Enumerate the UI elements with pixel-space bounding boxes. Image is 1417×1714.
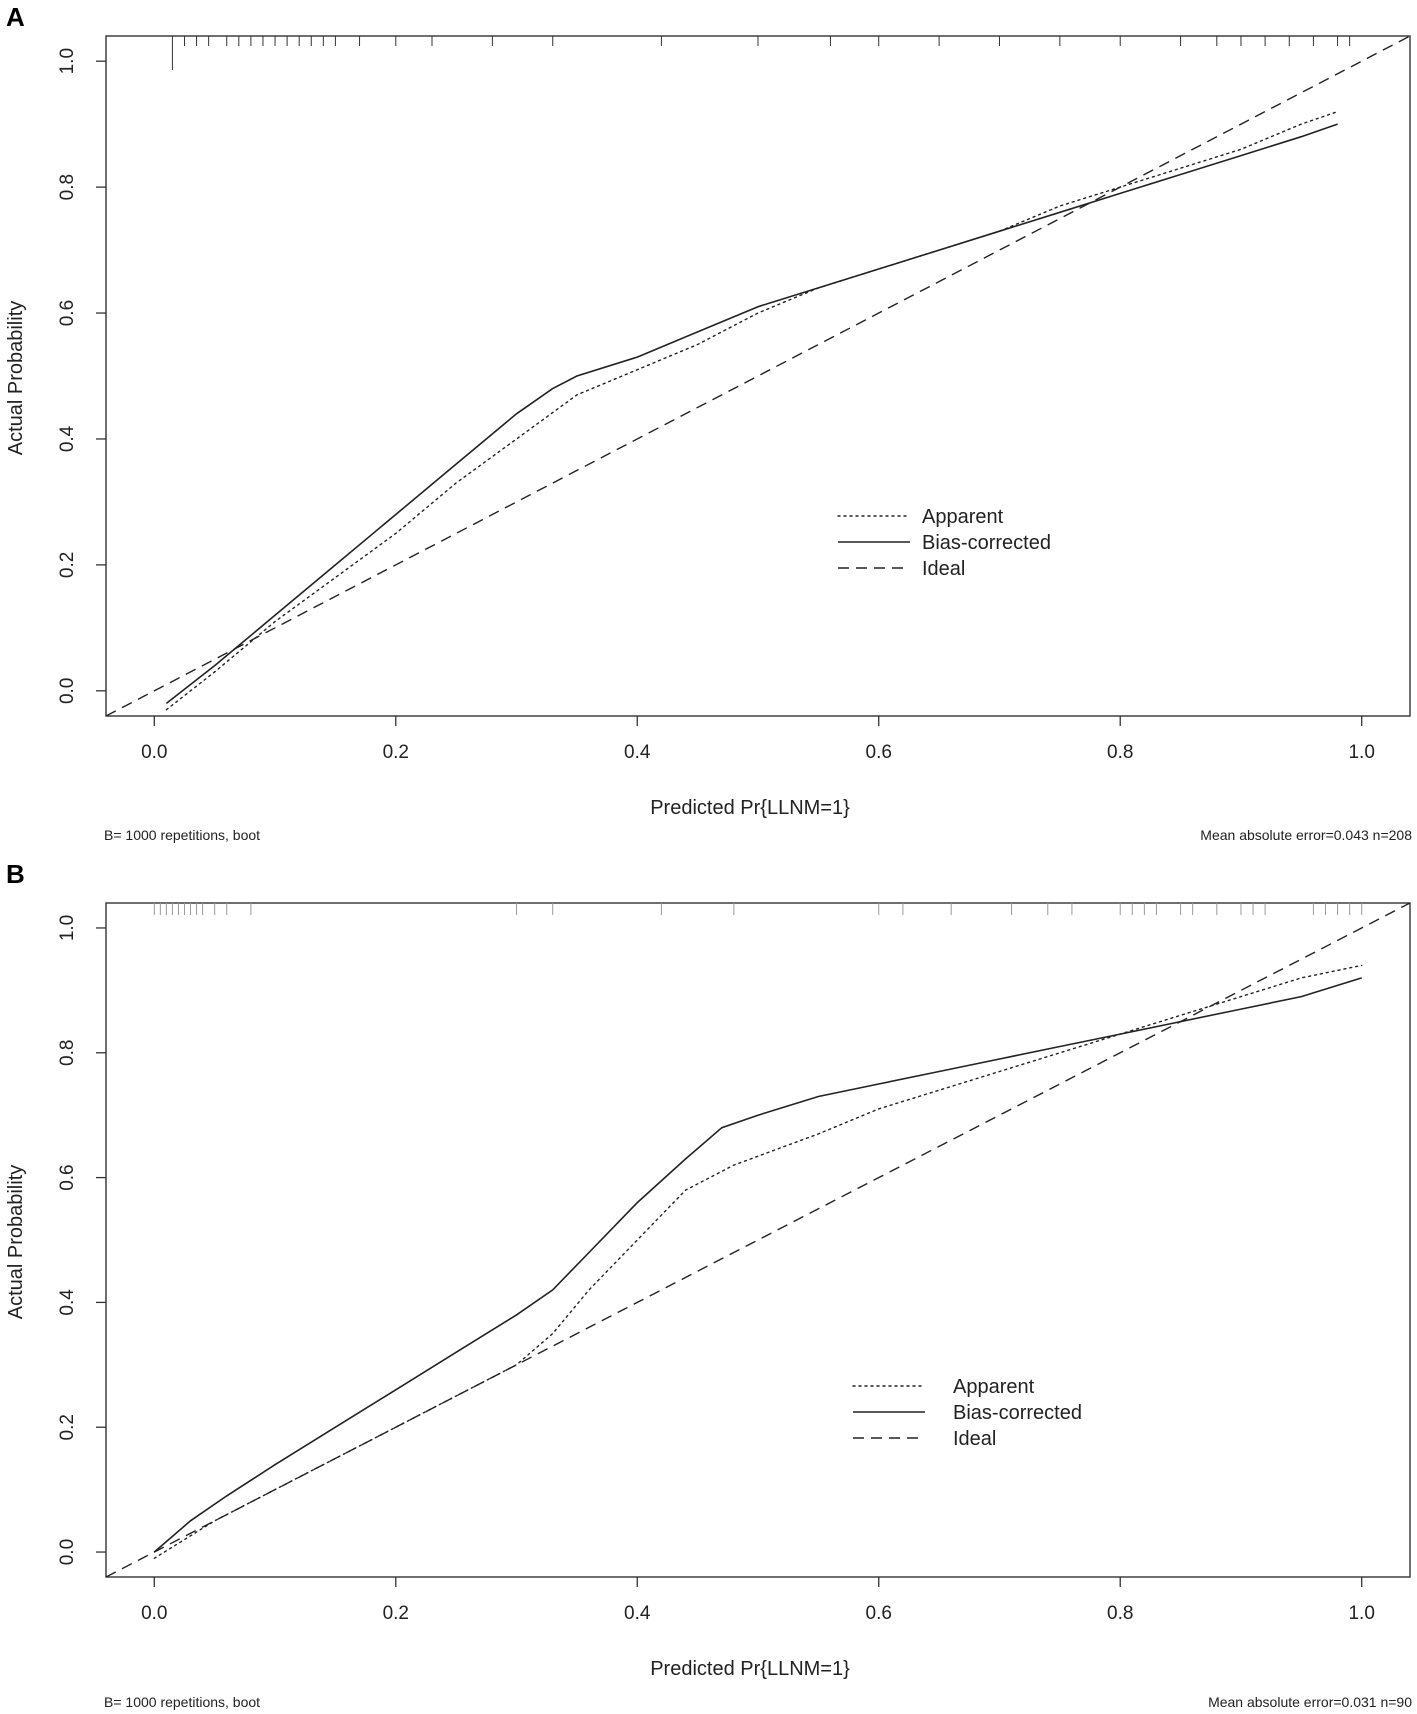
y-tick-label: 0.8 [57,174,78,200]
footer-left: B= 1000 repetitions, boot [104,827,260,843]
footer-right: Mean absolute error=0.043 n=208 [1200,827,1412,843]
series-line-ideal [106,903,1410,1577]
calibration-panel-a: A 0.0 0.2 0.4 0.6 0.8 1.0 0.0 0.2 0.4 0.6 0.8 1.0 Pr… [5,2,1412,843]
legend-label: Ideal [922,558,965,580]
y-axis-title: Actual Probability [5,301,27,456]
x-tick-label: 0.6 [866,1603,892,1624]
y-tick-label: 0.2 [57,1414,78,1440]
footer-right: Mean absolute error=0.031 n=90 [1208,1694,1412,1710]
legend-label: Apparent [922,506,1004,528]
x-tick-label: 0.6 [866,742,892,763]
legend-label: Bias-corrected [922,532,1051,554]
y-tick-label: 0.6 [57,1164,78,1190]
y-tick-label: 0.6 [57,300,78,326]
x-tick-label: 0.0 [141,742,167,763]
plot-frame [105,902,1411,1578]
x-tick-label: 0.4 [624,1603,651,1624]
plot-area [106,36,1410,716]
y-tick-label: 0.2 [57,552,78,578]
y-tick-label: 0.4 [57,425,78,452]
y-tick-label: 0.4 [57,1289,78,1316]
x-tick-label: 0.2 [383,1603,409,1624]
y-tick-label: 0.0 [57,678,78,704]
x-tick-label: 0.8 [1107,1603,1133,1624]
plot-area [106,903,1410,1577]
series-line-apparent [165,110,1339,711]
y-tick-label: 0.8 [57,1040,78,1066]
x-tick-label: 1.0 [1348,1603,1374,1624]
legend-label: Apparent [953,1376,1035,1398]
series-line-bias-corrected [165,123,1338,705]
panel-label: B [6,859,25,889]
y-tick-label: 0.0 [57,1539,78,1565]
y-tick-label: 1.0 [57,915,78,941]
panel-label: A [6,2,25,32]
x-axis-title: Predicted Pr{LLNM=1} [650,1658,850,1680]
x-tick-label: 0.4 [624,742,651,763]
series-line-bias-corrected [153,977,1362,1553]
footer-left: B= 1000 repetitions, boot [104,1694,260,1710]
x-tick-label: 0.0 [141,1603,167,1624]
legend-label: Ideal [953,1428,996,1450]
calibration-chart-a: 0.0 0.2 0.4 0.6 0.8 1.0 0.0 0.2 0.4 0.6 0.8 1.0 Pred… [5,35,1412,843]
series-line-apparent [153,964,1363,1559]
legend-label: Bias-corrected [953,1402,1082,1424]
y-axis-title: Actual Probability [5,1165,27,1320]
series-line-ideal [106,36,1410,716]
calibration-panel-b: B 0.0 0.2 0.4 0.6 0.8 1.0 0.0 0.2 0.4 0.6 0.8 1.0 Pr… [0,857,1417,1714]
y-tick-label: 1.0 [57,48,78,74]
calibration-chart-b: 0.0 0.2 0.4 0.6 0.8 1.0 0.0 0.2 0.4 0.6 0.8 1.0 Pred… [5,902,1412,1710]
x-tick-label: 0.2 [383,742,409,763]
x-tick-label: 0.8 [1107,742,1133,763]
x-axis-title: Predicted Pr{LLNM=1} [650,797,850,819]
x-tick-label: 1.0 [1348,742,1374,763]
